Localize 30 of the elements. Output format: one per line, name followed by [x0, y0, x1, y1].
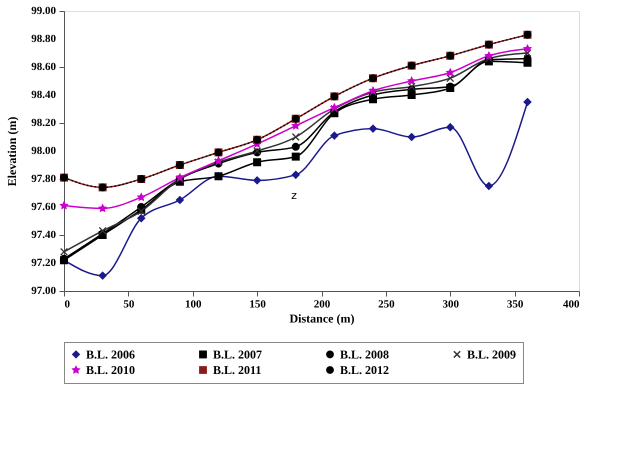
y-tick-label: 98.00	[31, 145, 56, 157]
legend-label: B.L. 2011	[213, 363, 262, 377]
legend-label: B.L. 2008	[340, 347, 390, 362]
annotation: z	[291, 189, 298, 202]
x-tick-label: 250	[378, 298, 396, 310]
y-tick-label: 98.40	[31, 89, 56, 101]
y-tick-label: 97.80	[31, 173, 56, 185]
x-tick-label: 50	[123, 298, 135, 310]
x-tick-label: 200	[314, 298, 331, 310]
y-tick-label: 97.00	[31, 285, 56, 297]
y-tick-label: 98.60	[31, 61, 56, 73]
legend-label: B.L. 2010	[86, 363, 136, 377]
legend-label: B.L. 2012	[340, 363, 390, 377]
y-tick-label: 97.60	[31, 201, 56, 213]
x-tick-label: 300	[442, 298, 460, 310]
y-tick-label: 98.80	[31, 33, 56, 45]
y-tick-label: 98.20	[31, 117, 56, 129]
y-axis-title: Elevation (m)	[5, 116, 19, 186]
x-tick-label: 400	[563, 298, 580, 310]
legend-label: B.L. 2009	[467, 347, 516, 362]
x-tick-label: 100	[185, 298, 202, 310]
y-tick-label: 99.00	[31, 5, 56, 17]
legend-label: B.L. 2007	[213, 347, 262, 362]
y-tick-label: 97.20	[31, 257, 56, 269]
legend-label: B.L. 2006	[86, 347, 136, 362]
y-tick-label: 97.40	[31, 229, 56, 241]
x-axis-title: Distance (m)	[290, 312, 354, 326]
x-tick-label: 0	[64, 298, 70, 310]
x-tick-label: 150	[249, 298, 266, 310]
x-tick-label: 350	[506, 298, 524, 310]
